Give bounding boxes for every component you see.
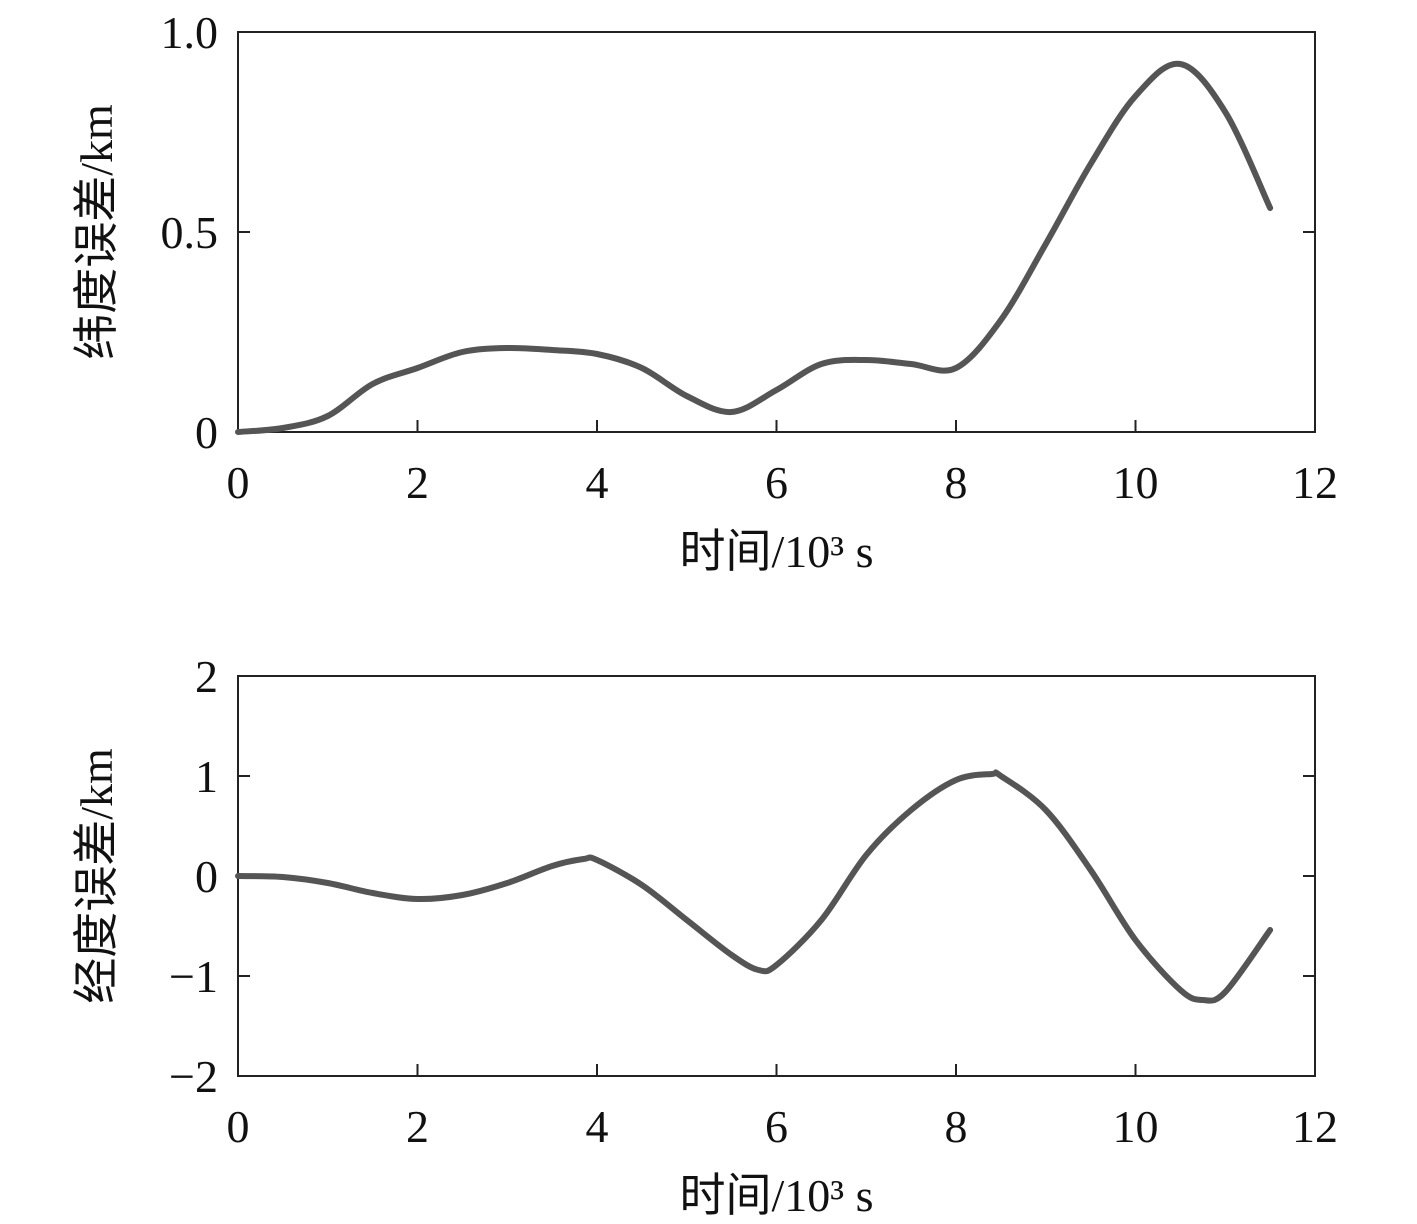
y-tick-label: 0 <box>195 407 218 458</box>
x-tick-label: 8 <box>945 457 968 508</box>
x-tick-label: 6 <box>765 1101 788 1152</box>
x-tick-label: 12 <box>1292 457 1338 508</box>
series-line <box>235 769 1274 1004</box>
series-line <box>235 60 1274 435</box>
x-axis-label: 时间/10³ s <box>680 526 874 577</box>
x-tick-label: 4 <box>586 457 609 508</box>
x-tick-label: 8 <box>945 1101 968 1152</box>
x-tick-label: 0 <box>227 457 250 508</box>
y-tick-label: −1 <box>169 951 218 1002</box>
x-tick-label: 6 <box>765 457 788 508</box>
y-tick-label: 1 <box>195 751 218 802</box>
y-tick-label: 1.0 <box>161 7 219 58</box>
x-tick-label: 10 <box>1113 1101 1159 1152</box>
y-tick-label: 0 <box>195 851 218 902</box>
x-axis-label: 时间/10³ s <box>680 1170 874 1221</box>
x-tick-label: 4 <box>586 1101 609 1152</box>
x-tick-label: 10 <box>1113 457 1159 508</box>
y-tick-label: 0.5 <box>161 207 219 258</box>
x-tick-label: 12 <box>1292 1101 1338 1152</box>
x-tick-label: 2 <box>406 1101 429 1152</box>
y-axis-label: 经度误差/km <box>71 748 122 1004</box>
x-tick-label: 2 <box>406 457 429 508</box>
subplot-1: 0 2 4 6 8 10 12 0 0.5 1.0 时间/10³ s 纬度误差/km <box>71 7 1338 577</box>
plot-frame <box>237 675 1316 1077</box>
y-axis-label: 纬度误差/km <box>71 104 122 360</box>
y-tick-label: 2 <box>195 651 218 702</box>
y-tick-label: −2 <box>169 1051 218 1102</box>
x-tick-label: 0 <box>227 1101 250 1152</box>
